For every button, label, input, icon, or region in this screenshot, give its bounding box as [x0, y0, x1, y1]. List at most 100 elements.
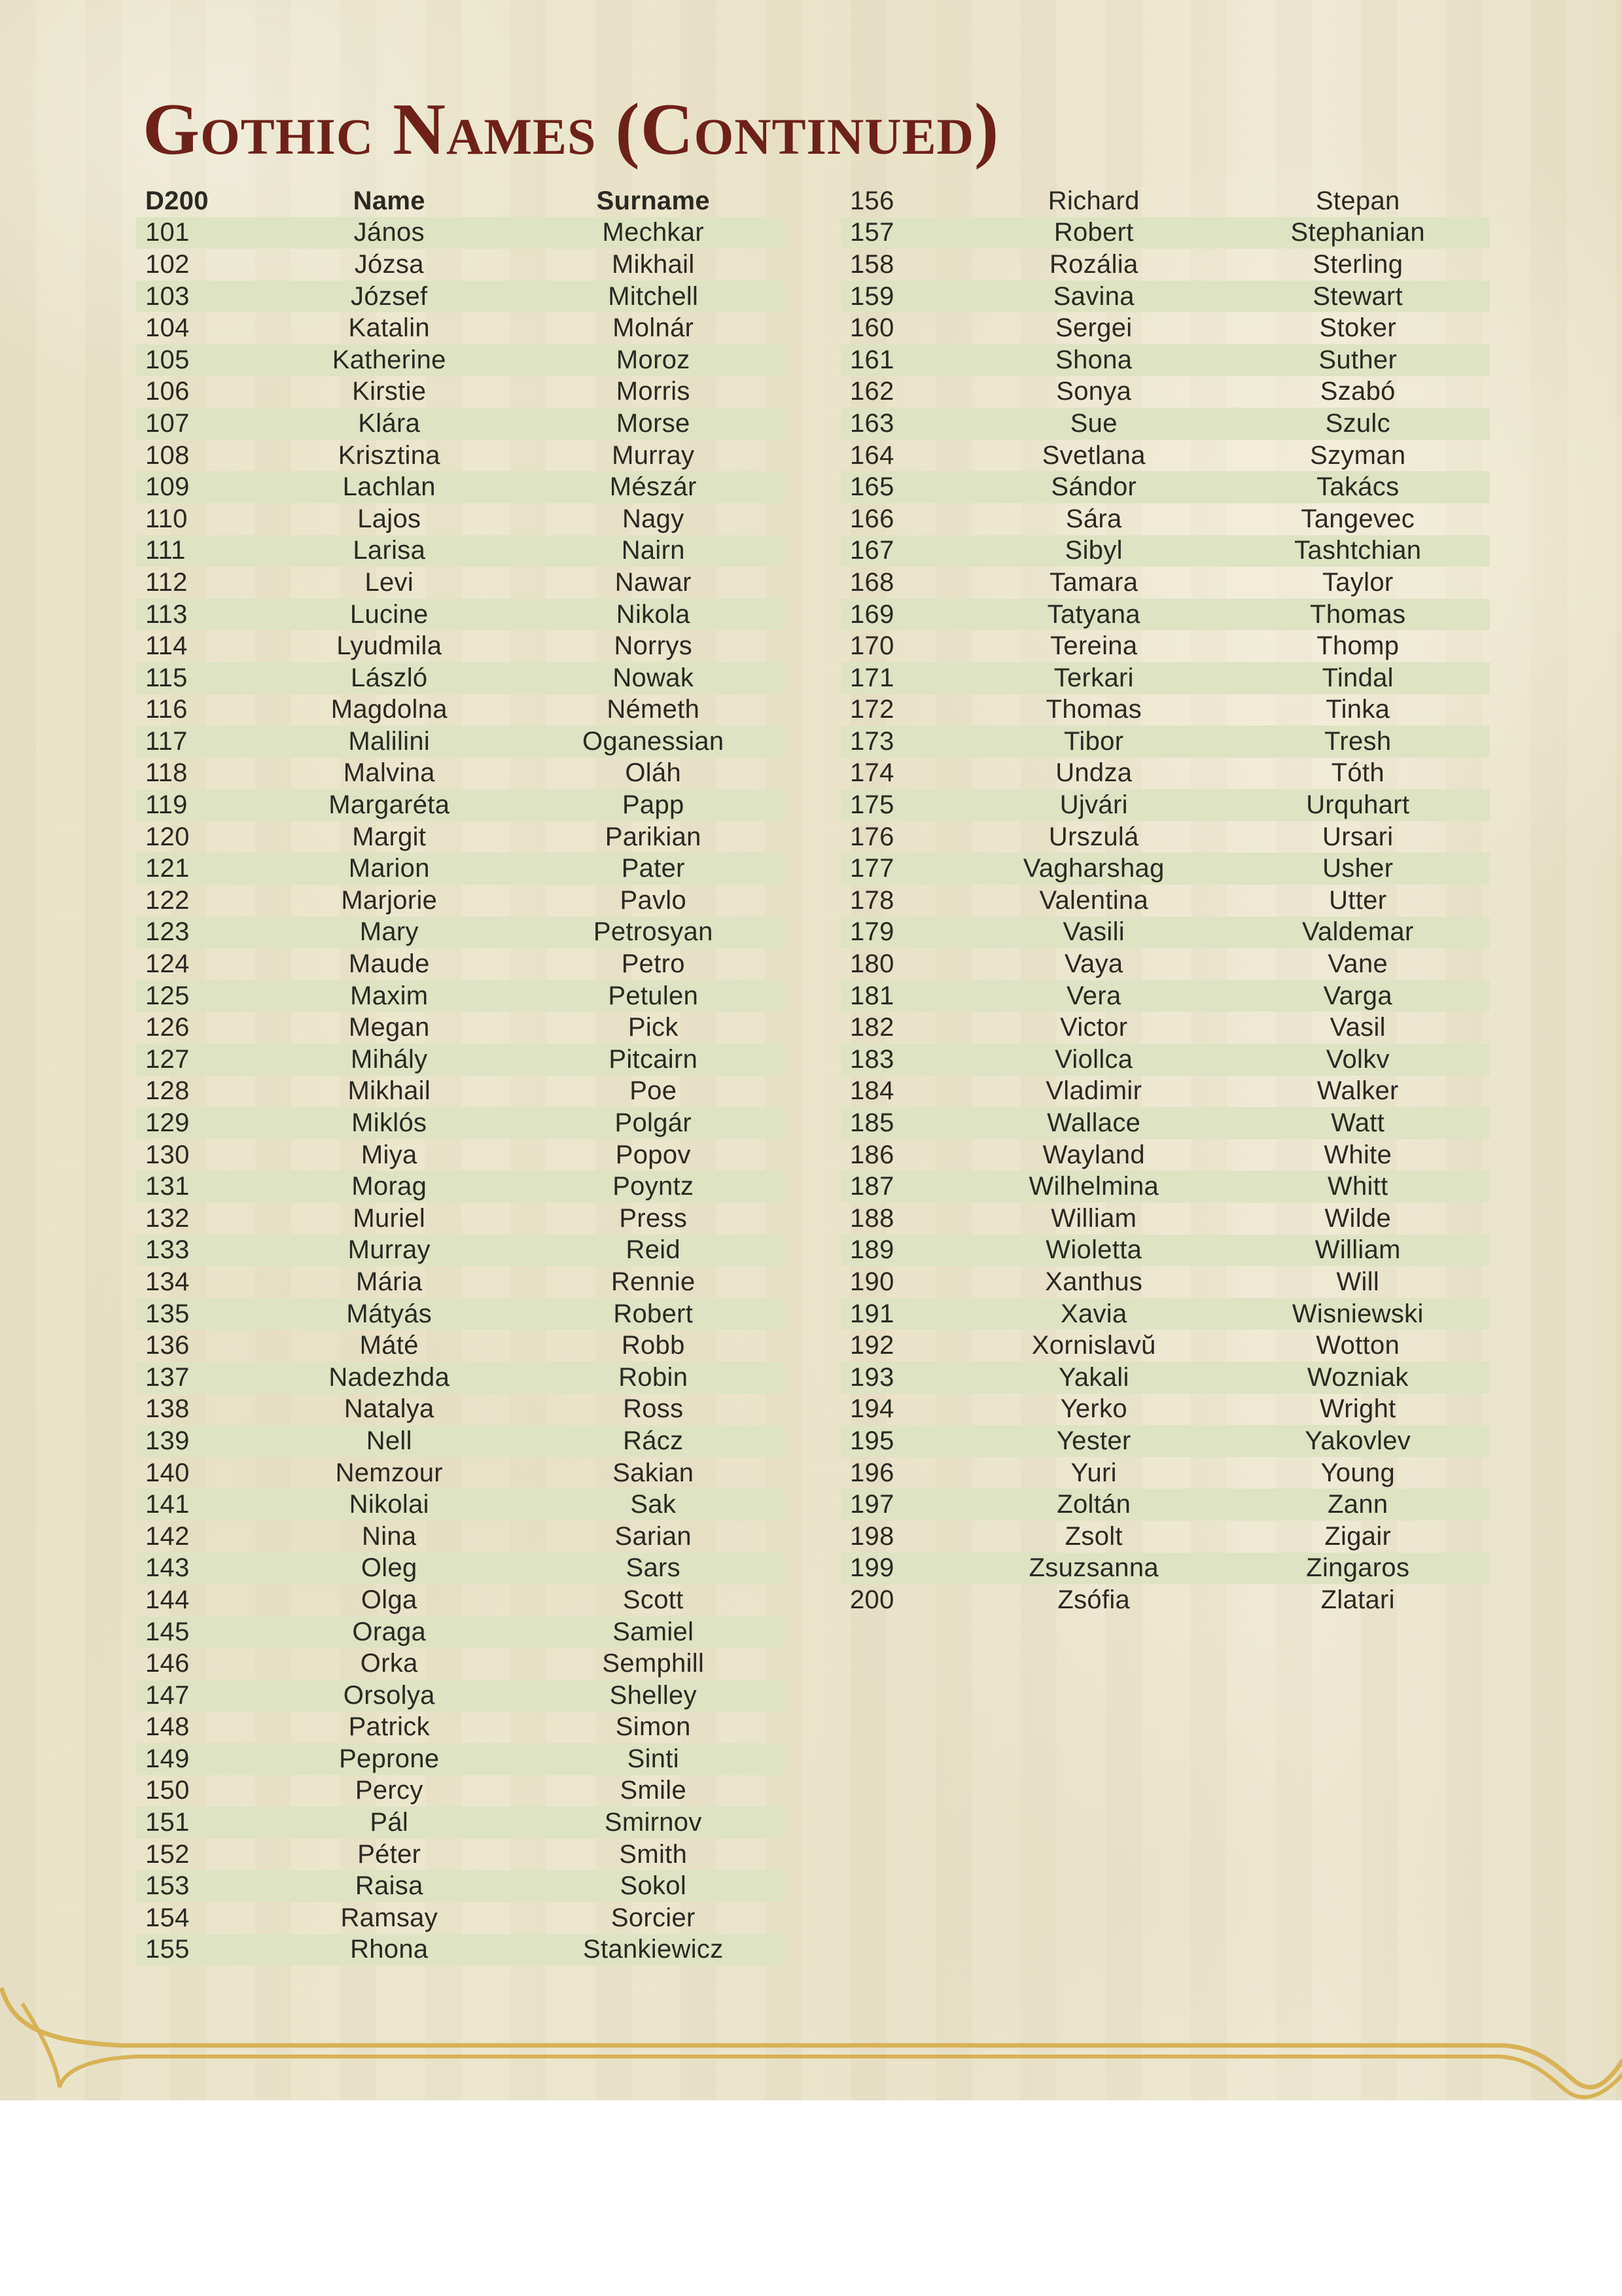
dice-result: 195: [850, 1426, 894, 1455]
first-name: Maude: [348, 949, 430, 979]
surname: Tindal: [1322, 663, 1394, 692]
table-row: 125 Maxim Petulen: [136, 980, 785, 1012]
table-row: 190 Xanthus Will: [841, 1266, 1490, 1298]
first-name: Yakali: [1058, 1362, 1129, 1392]
surname: Robin: [618, 1362, 688, 1392]
surname: Wilde: [1324, 1203, 1392, 1233]
surname: Pitcairn: [608, 1044, 698, 1074]
dice-result: 157: [850, 218, 894, 247]
dice-result: 115: [145, 663, 188, 692]
table-row: 169 Tatyana Thomas: [841, 598, 1490, 631]
table-row: 123 Mary Petrosyan: [136, 916, 785, 949]
table-row: 187 Wilhelmina Whitt: [841, 1171, 1490, 1203]
dice-result: 158: [850, 249, 894, 279]
first-name: Yuri: [1070, 1458, 1117, 1487]
first-name: Zsuzsanna: [1029, 1553, 1159, 1583]
table-row: 191 Xavia Wisniewski: [841, 1298, 1490, 1330]
first-name: Zsófia: [1057, 1585, 1131, 1614]
table-row: 102 Józsa Mikhail: [136, 249, 785, 281]
table-row: 119 Margaréta Papp: [136, 789, 785, 821]
dice-result: 144: [145, 1585, 190, 1614]
first-name: Marjorie: [341, 885, 438, 915]
surname: William: [1314, 1235, 1401, 1265]
dice-result: 126: [145, 1013, 190, 1042]
page-title: Gothic Names (Continued): [143, 89, 1000, 170]
first-name: Orsolya: [343, 1680, 435, 1710]
surname: Tresh: [1324, 726, 1392, 756]
first-name: Sára: [1065, 504, 1122, 533]
first-name: Ramsay: [340, 1903, 438, 1932]
dice-result: 160: [850, 313, 894, 343]
table-row: 194 Yerko Wright: [841, 1394, 1490, 1426]
surname: Thomp: [1316, 631, 1400, 661]
first-name: Peprone: [339, 1744, 440, 1773]
dice-result: 106: [145, 377, 190, 406]
surname: Young: [1320, 1458, 1395, 1487]
table-row: 195 Yester Yakovlev: [841, 1425, 1490, 1457]
surname: Urquhart: [1306, 790, 1410, 820]
first-name: Xornislavŭ: [1031, 1331, 1156, 1360]
surname: Simon: [615, 1712, 691, 1742]
dice-result: 118: [145, 758, 188, 788]
dice-result: 141: [145, 1490, 190, 1519]
dice-result: 139: [145, 1426, 190, 1455]
surname: Pavlo: [620, 885, 687, 915]
dice-result: 196: [850, 1458, 894, 1487]
surname: Smirnov: [604, 1808, 702, 1837]
dice-result: 159: [850, 281, 894, 311]
surname: White: [1324, 1140, 1392, 1169]
first-name: Vagharshag: [1023, 854, 1165, 883]
first-name: Urszulá: [1048, 822, 1139, 851]
dice-result: 107: [145, 408, 190, 438]
first-name: Murray: [347, 1235, 431, 1265]
table-row: 136 Máté Robb: [136, 1330, 785, 1362]
first-name: Józsa: [354, 249, 424, 279]
dice-result: 143: [145, 1553, 190, 1583]
first-name: Sibyl: [1065, 536, 1123, 565]
names-table-right: 156 Richard Stepan 157 Robert Stephanian 158 Ro…: [841, 185, 1490, 1616]
first-name: Klára: [358, 408, 421, 438]
dice-result: 162: [850, 377, 894, 406]
dice-result: 105: [145, 345, 190, 374]
table-row: 188 William Wilde: [841, 1203, 1490, 1235]
table-row: 177 Vagharshag Usher: [841, 853, 1490, 885]
surname: Nawar: [614, 567, 692, 597]
surname: Nikola: [616, 599, 690, 629]
surname: Nagy: [622, 504, 684, 533]
first-name: Lajos: [357, 504, 421, 533]
surname: Tangevec: [1301, 504, 1415, 533]
surname: Samiel: [612, 1617, 694, 1646]
surname: Sterling: [1313, 249, 1403, 279]
dice-result: 120: [145, 822, 190, 851]
table-row: 154 Ramsay Sorcier: [136, 1902, 785, 1934]
table-row: 140 Nemzour Sakian: [136, 1457, 785, 1489]
dice-result: 161: [850, 345, 894, 374]
dice-result: 134: [145, 1267, 190, 1296]
first-name: József: [351, 281, 428, 311]
first-name: Marion: [348, 854, 430, 883]
first-name: Mihály: [351, 1044, 428, 1074]
table-row: 161 Shona Suther: [841, 344, 1490, 376]
surname: Thomas: [1310, 599, 1406, 629]
surname: Smile: [620, 1776, 687, 1805]
first-name: Malvina: [343, 758, 435, 788]
dice-result: 130: [145, 1140, 190, 1169]
dice-result: 131: [145, 1172, 190, 1201]
dice-result: 112: [145, 567, 188, 597]
first-name: Mátyás: [346, 1299, 432, 1328]
first-name: Wayland: [1042, 1140, 1145, 1169]
first-name: Robert: [1053, 218, 1134, 247]
first-name: Lucine: [349, 599, 429, 629]
first-name: Tamara: [1049, 567, 1138, 597]
table-row: 121 Marion Pater: [136, 853, 785, 885]
table-row: 157 Robert Stephanian: [841, 217, 1490, 249]
table-row: 117 Malilini Oganessian: [136, 726, 785, 758]
surname: Morse: [616, 408, 690, 438]
dice-result: 104: [145, 313, 190, 343]
dice-result: 178: [850, 885, 894, 915]
table-row: 178 Valentina Utter: [841, 885, 1490, 917]
first-name: Maxim: [350, 981, 429, 1010]
dice-result: 111: [145, 536, 186, 565]
table-row: 159 Savina Stewart: [841, 280, 1490, 313]
